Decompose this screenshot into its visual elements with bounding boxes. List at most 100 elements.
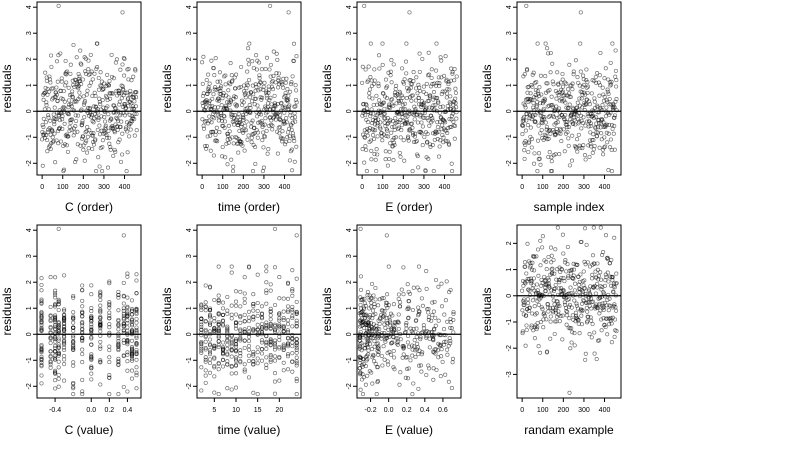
data-point — [294, 100, 299, 105]
y-tick-label: 3 — [346, 254, 353, 258]
data-point — [221, 113, 226, 118]
data-point — [360, 298, 365, 303]
data-point — [450, 70, 455, 75]
data-point — [49, 64, 54, 69]
data-point — [116, 88, 121, 93]
data-point — [54, 59, 60, 64]
data-point — [56, 302, 61, 307]
data-point — [126, 104, 131, 109]
data-point — [255, 356, 260, 361]
data-point — [548, 50, 553, 56]
data-point — [208, 133, 213, 138]
data-point — [71, 384, 76, 389]
data-point — [76, 71, 81, 77]
data-point — [264, 301, 269, 306]
data-point — [125, 96, 131, 101]
data-point — [579, 126, 584, 131]
data-point — [238, 336, 243, 342]
x-tick-label: 0.0 — [86, 407, 96, 414]
data-point — [222, 125, 227, 130]
data-point — [235, 115, 240, 120]
data-point — [268, 62, 273, 67]
data-point — [262, 80, 267, 85]
data-point — [278, 113, 283, 118]
data-point — [71, 346, 76, 351]
data-point — [436, 341, 441, 346]
data-point — [406, 305, 411, 310]
data-point — [220, 357, 226, 362]
data-point — [399, 123, 404, 128]
data-point — [525, 241, 530, 246]
data-point — [279, 136, 284, 141]
data-point — [239, 139, 244, 145]
data-point — [207, 337, 213, 342]
data-point — [258, 80, 263, 85]
data-point — [274, 71, 279, 76]
data-point — [575, 100, 580, 105]
data-point — [94, 169, 99, 174]
data-point — [62, 99, 67, 104]
data-point — [260, 122, 265, 128]
data-point — [227, 102, 232, 107]
data-point — [602, 94, 607, 99]
data-point — [437, 83, 442, 89]
data-point — [607, 112, 612, 117]
data-point — [439, 92, 444, 97]
data-point — [599, 328, 604, 333]
data-point — [48, 365, 53, 370]
data-point — [567, 62, 572, 67]
data-point — [429, 75, 434, 80]
data-point — [385, 84, 390, 89]
data-point — [541, 108, 546, 113]
data-point — [416, 264, 422, 269]
data-point — [362, 160, 367, 165]
data-point — [595, 267, 600, 272]
data-point — [374, 93, 379, 98]
data-point — [370, 308, 376, 313]
data-point — [560, 77, 565, 82]
data-point — [430, 300, 435, 305]
data-point — [80, 304, 85, 309]
data-point — [277, 318, 282, 323]
data-point — [246, 325, 252, 330]
data-point — [53, 314, 58, 319]
data-point — [610, 274, 616, 279]
data-point — [251, 353, 256, 358]
data-point — [597, 83, 603, 88]
data-point — [582, 153, 588, 158]
data-point — [527, 288, 532, 293]
data-point — [595, 261, 600, 266]
data-point — [579, 322, 584, 327]
data-point — [229, 316, 234, 321]
data-point — [238, 351, 243, 356]
data-point — [369, 78, 374, 83]
data-point — [89, 292, 94, 297]
data-point — [535, 89, 540, 94]
y-tick-label: 4 — [186, 5, 193, 9]
data-point — [427, 95, 432, 100]
data-point — [199, 344, 204, 349]
data-point — [595, 105, 600, 110]
data-point — [395, 126, 401, 131]
data-point — [284, 116, 289, 121]
data-point — [39, 342, 44, 348]
data-point — [549, 260, 554, 265]
data-point — [237, 128, 242, 133]
data-point — [132, 111, 137, 116]
data-point — [259, 358, 265, 363]
data-point — [72, 108, 77, 113]
data-point — [246, 133, 251, 138]
data-point — [593, 291, 598, 296]
data-point — [266, 90, 271, 95]
data-point — [251, 362, 256, 367]
data-point — [551, 310, 556, 315]
data-point — [260, 124, 265, 129]
data-point — [534, 311, 539, 316]
data-point — [411, 112, 416, 117]
data-point — [393, 320, 398, 325]
data-point — [292, 138, 297, 144]
data-point — [415, 313, 421, 318]
data-point — [586, 296, 591, 301]
data-point — [603, 144, 608, 149]
